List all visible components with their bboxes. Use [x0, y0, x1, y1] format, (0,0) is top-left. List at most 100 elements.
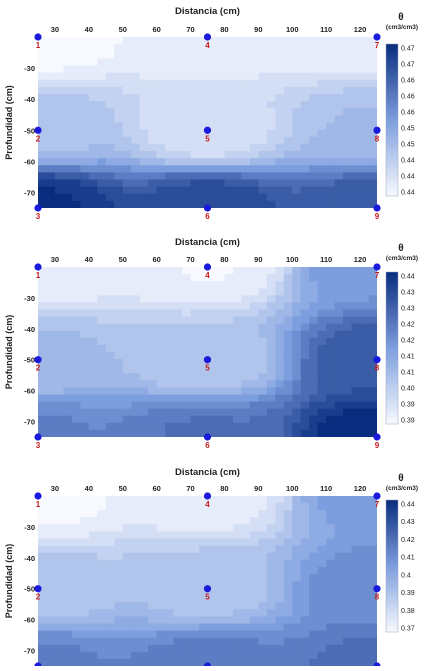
contour-cell	[173, 281, 183, 289]
contour-cell	[224, 644, 234, 653]
contour-cell	[122, 136, 132, 145]
contour-cell	[300, 616, 310, 625]
contour-cell	[309, 394, 319, 403]
contour-cell	[131, 193, 141, 202]
contour-cell	[207, 86, 217, 95]
contour-cell	[215, 366, 226, 374]
contour-cell	[258, 44, 268, 52]
contour-cell	[38, 115, 48, 124]
contour-cell	[224, 595, 234, 603]
contour-cell	[122, 595, 132, 603]
contour-cell	[266, 373, 276, 381]
contour-cell	[300, 122, 310, 131]
contour-cell	[190, 129, 200, 138]
contour-cell	[38, 366, 48, 374]
contour-cell	[71, 136, 81, 145]
contour-cell	[190, 559, 200, 568]
contour-cell	[249, 122, 259, 131]
contour-cell	[368, 415, 377, 424]
contour-cell	[368, 337, 377, 346]
contour-cell	[292, 122, 302, 131]
contour-cell	[190, 380, 200, 389]
contour-cell	[343, 566, 353, 575]
contour-cell	[114, 344, 124, 353]
contour-cell	[343, 658, 353, 666]
contour-cell	[334, 503, 344, 511]
contour-cell	[326, 352, 336, 360]
contour-cell	[46, 101, 56, 109]
x-tick-label: 60	[152, 484, 160, 493]
x-tick-label: 120	[354, 25, 367, 34]
contour-cell	[300, 496, 310, 504]
sensor-point	[373, 263, 381, 271]
contour-cell	[343, 51, 353, 59]
contour-cell	[148, 552, 158, 561]
contour-cell	[190, 552, 200, 561]
contour-cell	[80, 623, 90, 632]
contour-cell	[249, 129, 259, 138]
contour-cell	[249, 609, 259, 618]
contour-cell	[300, 267, 310, 275]
contour-cell	[224, 394, 234, 403]
contour-cell	[266, 101, 276, 109]
contour-cell	[326, 366, 336, 374]
contour-cell	[360, 158, 370, 166]
contour-cell	[241, 51, 251, 59]
contour-cell	[266, 588, 276, 596]
contour-cell	[232, 101, 242, 109]
contour-cell	[97, 415, 107, 424]
contour-cell	[343, 151, 353, 159]
contour-cell	[46, 373, 56, 381]
contour-cell	[46, 44, 56, 52]
contour-cell	[139, 58, 149, 67]
contour-cell	[139, 165, 149, 173]
contour-cell	[258, 573, 268, 582]
contour-cell	[368, 172, 377, 181]
colorbar-tick-label: 0.44	[401, 502, 415, 509]
contour-cell	[275, 44, 285, 52]
contour-cell	[241, 165, 251, 173]
contour-cell	[368, 44, 377, 52]
contour-cell	[199, 524, 209, 533]
contour-cell	[173, 316, 183, 325]
contour-cell	[131, 531, 141, 540]
contour-field	[38, 37, 377, 208]
contour-cell	[182, 359, 192, 367]
contour-cell	[283, 344, 293, 353]
contour-cell	[54, 143, 65, 152]
contour-cell	[334, 94, 344, 102]
contour-cell	[63, 37, 73, 45]
contour-cell	[46, 179, 56, 188]
contour-cell	[300, 651, 310, 660]
contour-cell	[63, 387, 73, 396]
contour-cell	[182, 193, 192, 202]
contour-cell	[343, 429, 353, 437]
contour-cell	[148, 566, 158, 575]
contour-cell	[334, 337, 344, 346]
contour-cell	[207, 545, 217, 554]
contour-cell	[232, 651, 242, 660]
contour-cell	[317, 538, 327, 547]
contour-cell	[368, 79, 377, 88]
contour-cell	[351, 158, 361, 166]
contour-cell	[232, 136, 242, 145]
contour-cell	[54, 380, 65, 389]
contour-cell	[207, 637, 217, 646]
contour-cell	[224, 108, 234, 116]
contour-cell	[80, 658, 90, 666]
contour-cell	[241, 129, 251, 138]
contour-cell	[215, 531, 226, 540]
contour-cell	[241, 651, 251, 660]
contour-cell	[80, 387, 90, 396]
contour-cell	[258, 58, 268, 67]
contour-cell	[360, 510, 370, 518]
colorbar-tick-label: 0.44	[401, 158, 415, 165]
contour-cell	[275, 158, 285, 166]
contour-cell	[156, 72, 166, 81]
contour-cell	[88, 51, 98, 59]
contour-cell	[334, 151, 344, 159]
contour-cell	[139, 595, 149, 603]
contour-cell	[54, 359, 65, 367]
contour-cell	[97, 352, 107, 360]
contour-cell	[88, 108, 98, 116]
